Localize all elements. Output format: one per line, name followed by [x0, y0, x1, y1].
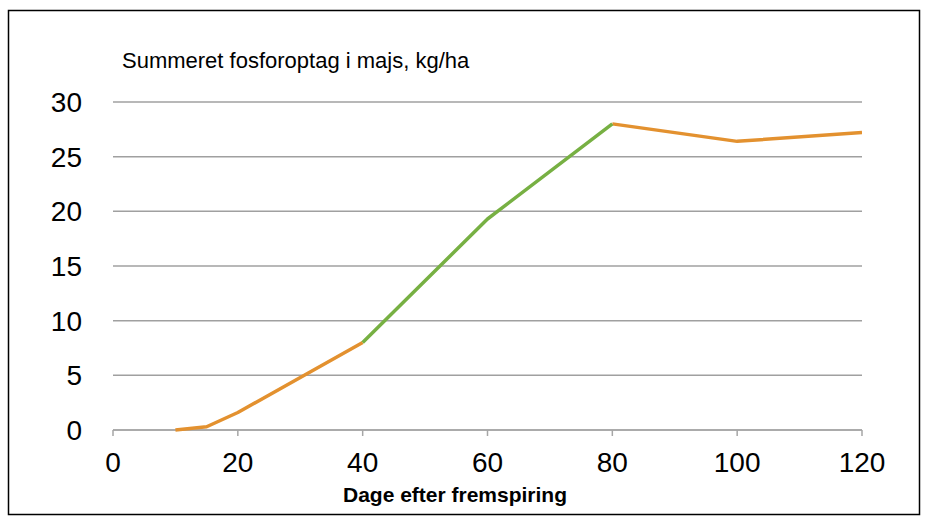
- title: Summeret fosforoptag i majs, kg/ha: [122, 48, 470, 73]
- x-tick-label: 0: [105, 447, 121, 478]
- grid-line: [113, 320, 862, 322]
- x-tick-label: 100: [714, 447, 761, 478]
- x-axis-label: Dage efter fremspiring: [343, 483, 567, 506]
- grid-line: [113, 211, 862, 213]
- chart-root: 0 5 10 15 20 25 30 0 20 40 60 80 100 120 Summeret fosf…: [0, 0, 933, 526]
- y-tick-label: 0: [66, 415, 82, 446]
- x-tick-label: 120: [839, 447, 886, 478]
- x-tick: [861, 430, 863, 436]
- series-line: [175, 124, 862, 430]
- frame: [9, 11, 920, 515]
- x-tick: [237, 430, 239, 436]
- y-tick-label: 20: [51, 196, 82, 227]
- x-tick-label: 20: [222, 447, 253, 478]
- x-tick-label: 40: [347, 447, 378, 478]
- grid-line: [113, 101, 862, 103]
- x-tick-label: 80: [597, 447, 628, 478]
- y-tick-label: 30: [51, 87, 82, 118]
- series-line: [363, 124, 613, 343]
- grid-line: [113, 265, 862, 267]
- y-tick-label: 15: [51, 251, 82, 282]
- y-tick-label: 10: [51, 306, 82, 337]
- x-tick: [612, 430, 614, 436]
- chart: 0 5 10 15 20 25 30 0 20 40 60 80 100 120 Summeret fosf…: [0, 0, 933, 526]
- x-tick: [362, 430, 364, 436]
- y-tick-label: 5: [66, 360, 82, 391]
- x-tick: [487, 430, 489, 436]
- x-tick-label: 60: [472, 447, 503, 478]
- plot-area: [175, 124, 862, 430]
- grid-line: [113, 375, 862, 377]
- y-tick-label: 25: [51, 142, 82, 173]
- grid-line: [113, 156, 862, 158]
- x-tick: [736, 430, 738, 436]
- x-tick: [112, 430, 114, 436]
